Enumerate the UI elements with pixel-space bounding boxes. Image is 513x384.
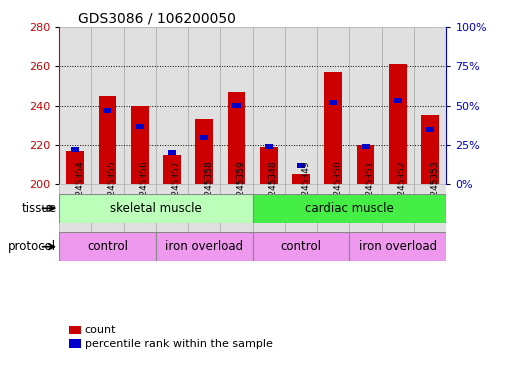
FancyBboxPatch shape [414,184,446,255]
Bar [382,27,414,184]
Bar [232,103,241,108]
Bar [297,163,305,168]
Bar [324,72,342,184]
Bar [260,147,278,184]
FancyBboxPatch shape [221,184,252,255]
Bar [426,127,434,132]
Bar [163,155,181,184]
Bar [135,124,144,129]
Bar [252,27,285,184]
FancyBboxPatch shape [349,232,446,261]
Text: count: count [85,325,116,335]
Text: GSM245358: GSM245358 [204,161,213,215]
Text: GSM245349: GSM245349 [301,161,310,215]
Bar [265,144,273,149]
Bar [317,27,349,184]
FancyBboxPatch shape [317,184,349,255]
Text: tissue: tissue [22,202,56,215]
Bar [71,147,79,152]
FancyBboxPatch shape [188,184,221,255]
Text: control: control [87,240,128,253]
Bar [292,174,310,184]
Bar [421,116,439,184]
FancyBboxPatch shape [382,184,414,255]
Text: GSM245352: GSM245352 [398,161,407,215]
Text: GSM245355: GSM245355 [107,161,116,215]
Bar [131,106,149,184]
Text: protocol: protocol [8,240,56,253]
Text: GSM245348: GSM245348 [269,161,278,215]
Bar [329,100,338,105]
FancyBboxPatch shape [285,184,317,255]
Bar [362,144,370,149]
Text: cardiac muscle: cardiac muscle [305,202,394,215]
Text: GSM245353: GSM245353 [430,161,439,215]
Text: GSM245350: GSM245350 [333,161,342,215]
Bar [195,119,213,184]
FancyBboxPatch shape [156,232,252,261]
Text: control: control [281,240,322,253]
Bar [59,27,91,184]
Text: GDS3086 / 106200050: GDS3086 / 106200050 [78,12,236,26]
Bar [168,151,176,155]
Bar [357,145,374,184]
Bar [414,27,446,184]
Bar [104,108,111,113]
FancyBboxPatch shape [156,184,188,255]
FancyBboxPatch shape [59,194,252,223]
Bar [285,27,317,184]
FancyBboxPatch shape [252,184,285,255]
Bar [98,96,116,184]
Bar [66,151,84,184]
Text: GSM245351: GSM245351 [366,161,374,215]
FancyBboxPatch shape [59,184,91,255]
FancyBboxPatch shape [124,184,156,255]
Text: skeletal muscle: skeletal muscle [110,202,202,215]
Bar [394,98,402,103]
Text: iron overload: iron overload [359,240,437,253]
Text: GSM245356: GSM245356 [140,161,149,215]
Bar [200,135,208,139]
Bar [389,64,407,184]
Bar [221,27,252,184]
Bar [228,92,245,184]
FancyBboxPatch shape [91,184,124,255]
Bar [124,27,156,184]
Bar [91,27,124,184]
FancyBboxPatch shape [252,232,349,261]
Text: iron overload: iron overload [165,240,243,253]
Text: GSM245359: GSM245359 [236,161,246,215]
Text: GSM245357: GSM245357 [172,161,181,215]
FancyBboxPatch shape [59,232,156,261]
FancyBboxPatch shape [349,184,382,255]
Bar [188,27,221,184]
Bar [156,27,188,184]
Bar [349,27,382,184]
Text: percentile rank within the sample: percentile rank within the sample [85,339,272,349]
FancyBboxPatch shape [252,194,446,223]
Text: GSM245354: GSM245354 [75,161,84,215]
